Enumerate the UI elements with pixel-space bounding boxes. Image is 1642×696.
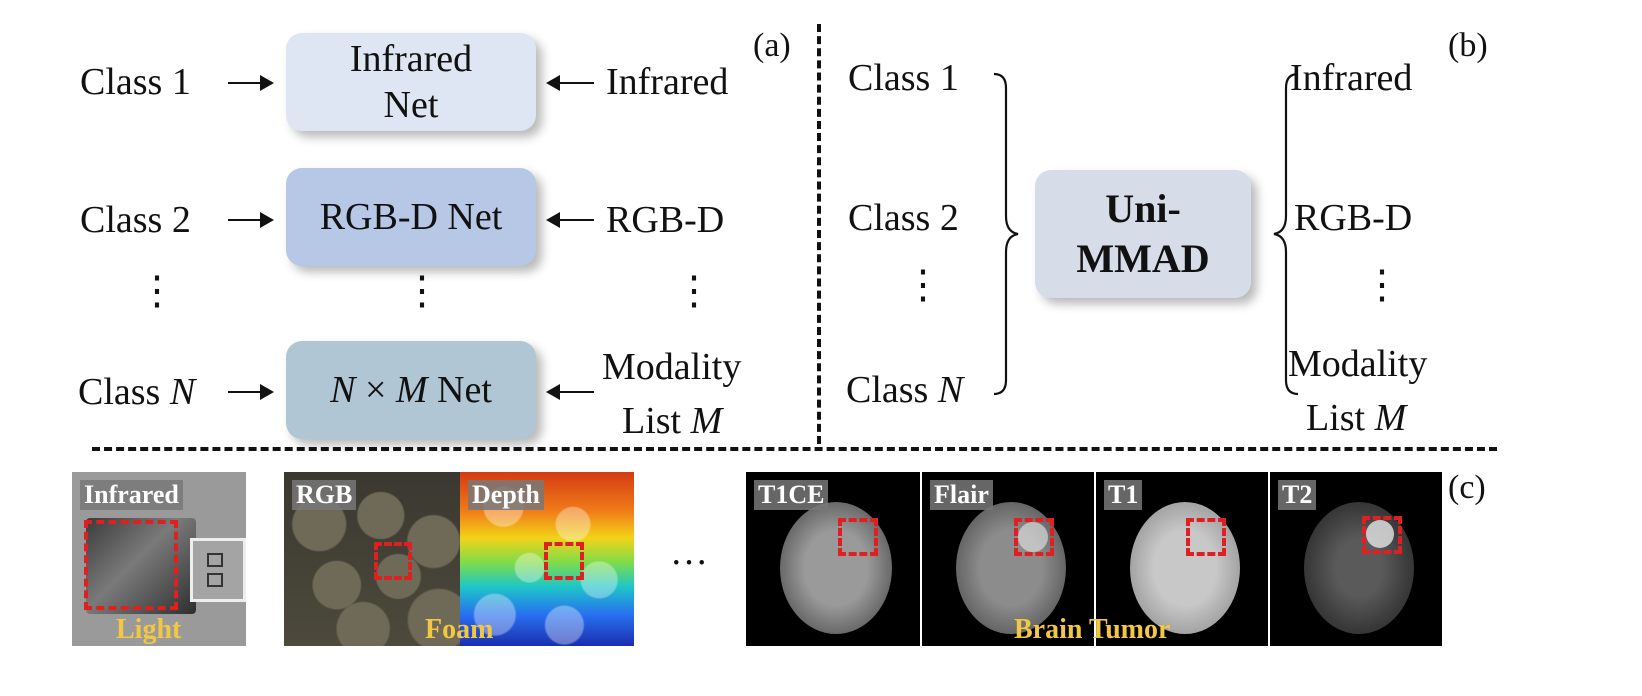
class-2-label-b: Class 2 xyxy=(848,197,959,239)
nxm-n-var: N xyxy=(330,369,356,411)
tumor-caption-word: Tumor xyxy=(1088,614,1171,645)
foam-depth-roi-box xyxy=(544,542,584,580)
modality-label-a: Modality xyxy=(602,346,742,388)
brain-t2-shape xyxy=(1304,502,1414,634)
brain-flair-roi-box xyxy=(1014,518,1054,556)
horizontal-divider xyxy=(92,447,1497,451)
foam-rgb-roi-box xyxy=(374,542,412,580)
t2-label: T2 xyxy=(1278,480,1317,510)
arrow-class-2 xyxy=(228,212,274,228)
class-n-var: N xyxy=(169,371,196,413)
nxm-net-box: N × M Net xyxy=(286,341,536,439)
list-var-b: M xyxy=(1374,397,1407,439)
foam-caption: Foam xyxy=(425,614,494,645)
net-dots-a: ⋮ xyxy=(402,268,442,313)
usb-pin-1 xyxy=(207,553,223,567)
arrow-modality-list xyxy=(546,384,594,400)
nxm-net-suffix: Net xyxy=(427,369,492,411)
foam-depth-image: Depth xyxy=(460,472,634,646)
brain-flair-image: Flair xyxy=(922,472,1094,646)
infrared-modality-label: Infrared xyxy=(606,61,729,103)
light-roi-box xyxy=(84,520,178,610)
rgbd-label-b: RGB-D xyxy=(1294,197,1413,239)
usb-plug-shape xyxy=(190,538,246,602)
brain-t2-lesion xyxy=(1366,520,1394,548)
class-1-label: Class 1 xyxy=(80,61,191,103)
light-image: Infrared Light xyxy=(72,472,246,646)
brain-t2-roi-box xyxy=(1362,516,1402,554)
right-brace-icon xyxy=(1273,72,1299,396)
brain-t1-roi-box xyxy=(1186,518,1226,556)
foam-rgb-image: RGB xyxy=(284,472,460,646)
brain-t2-image: T2 xyxy=(1270,472,1442,646)
ellipsis-c: … xyxy=(670,531,708,573)
brain-t1ce-image: T1CE xyxy=(746,472,920,646)
panel-c-tag: (c) xyxy=(1448,469,1486,506)
uni-mmad-line-2: MMAD xyxy=(1076,236,1210,281)
panel-b-tag: (b) xyxy=(1448,27,1488,64)
modality-list-label-b: List M xyxy=(1306,396,1406,440)
brain-caption-word: Brain xyxy=(1014,614,1083,645)
brain-t1ce-roi-box xyxy=(838,518,878,556)
brain-flair-lesion xyxy=(1018,522,1048,552)
list-word-b: List xyxy=(1306,397,1366,439)
rgbd-modality-label: RGB-D xyxy=(606,199,725,241)
list-word-a: List xyxy=(622,400,682,442)
panel-a-tag: (a) xyxy=(753,27,791,64)
left-brace-icon xyxy=(993,72,1019,396)
rgbd-net-box: RGB-D Net xyxy=(286,168,536,266)
flair-label: Flair xyxy=(930,480,993,510)
class-n-var-b: N xyxy=(937,369,964,411)
t1ce-label: T1CE xyxy=(754,480,829,510)
modality-dots-b: ⋮ xyxy=(1362,262,1402,307)
arrow-class-n xyxy=(228,384,274,400)
brain-t1-image: T1 xyxy=(1096,472,1268,646)
rgb-label: RGB xyxy=(292,480,357,510)
class-2-label: Class 2 xyxy=(80,199,191,241)
class-n-word-b: Class xyxy=(846,369,929,411)
nxm-times: × xyxy=(364,369,396,411)
class-dots-b: ⋮ xyxy=(903,262,943,307)
class-n-word: Class xyxy=(78,371,161,413)
uni-mmad-line-1: Uni- xyxy=(1105,186,1181,231)
light-caption: Light xyxy=(116,614,182,645)
t1-label: T1 xyxy=(1104,480,1143,510)
modality-label-b: Modality xyxy=(1288,343,1428,385)
usb-pin-2 xyxy=(207,573,223,587)
arrow-class-1 xyxy=(228,75,274,91)
nxm-m-var: M xyxy=(395,369,428,411)
depth-label: Depth xyxy=(468,480,544,510)
infrared-label-b: Infrared xyxy=(1290,57,1413,99)
class-n-label-b: Class N xyxy=(846,368,963,412)
modality-dots-a: ⋮ xyxy=(674,268,714,313)
brain-flair-shape xyxy=(956,502,1066,634)
light-modality-label: Infrared xyxy=(80,480,183,510)
class-n-label: Class N xyxy=(78,370,195,414)
arrow-infrared xyxy=(546,75,594,91)
uni-mmad-box: Uni- MMAD xyxy=(1035,170,1251,298)
class-1-label-b: Class 1 xyxy=(848,57,959,99)
list-var-a: M xyxy=(690,400,723,442)
arrow-rgbd xyxy=(546,212,594,228)
brain-t1-shape xyxy=(1130,502,1240,634)
class-dots-a: ⋮ xyxy=(137,268,177,313)
brain-caption: Brain Tumor xyxy=(1014,614,1170,646)
brain-t1ce-shape xyxy=(780,502,892,634)
modality-list-label-a: List M xyxy=(622,399,722,443)
vertical-divider xyxy=(817,24,821,444)
nxm-net-label: N × M Net xyxy=(330,367,492,413)
infrared-net-box: Infrared Net xyxy=(286,33,536,131)
